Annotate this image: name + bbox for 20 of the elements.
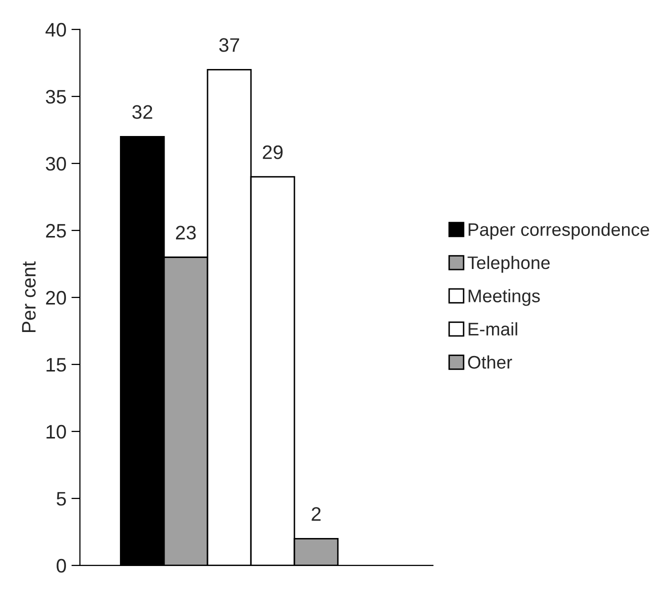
y-tick-label: 20 bbox=[46, 290, 66, 305]
data-label: 23 bbox=[176, 226, 196, 240]
y-axis-title: Per cent bbox=[22, 261, 36, 332]
y-tick-label: 10 bbox=[46, 424, 66, 439]
legend-label: E-mail bbox=[468, 322, 518, 336]
y-tick-label: 0 bbox=[56, 558, 66, 573]
y-tick-label: 30 bbox=[46, 156, 66, 171]
y-tick-label: 25 bbox=[46, 224, 66, 238]
data-label: 32 bbox=[132, 105, 152, 119]
data-label: 29 bbox=[262, 145, 283, 160]
y-tick-label: 5 bbox=[56, 492, 66, 506]
y-tick-label: 15 bbox=[46, 358, 66, 372]
y-tick-label: 35 bbox=[46, 90, 66, 104]
data-label: 2 bbox=[312, 507, 321, 521]
legend-label: Other bbox=[468, 355, 512, 369]
legend-label: Meetings bbox=[468, 289, 540, 306]
data-label: 37 bbox=[219, 38, 240, 52]
legend-label: Paper correspondence bbox=[468, 222, 650, 240]
y-tick-label: 40 bbox=[46, 22, 66, 37]
legend-label: Telephone bbox=[468, 256, 550, 273]
